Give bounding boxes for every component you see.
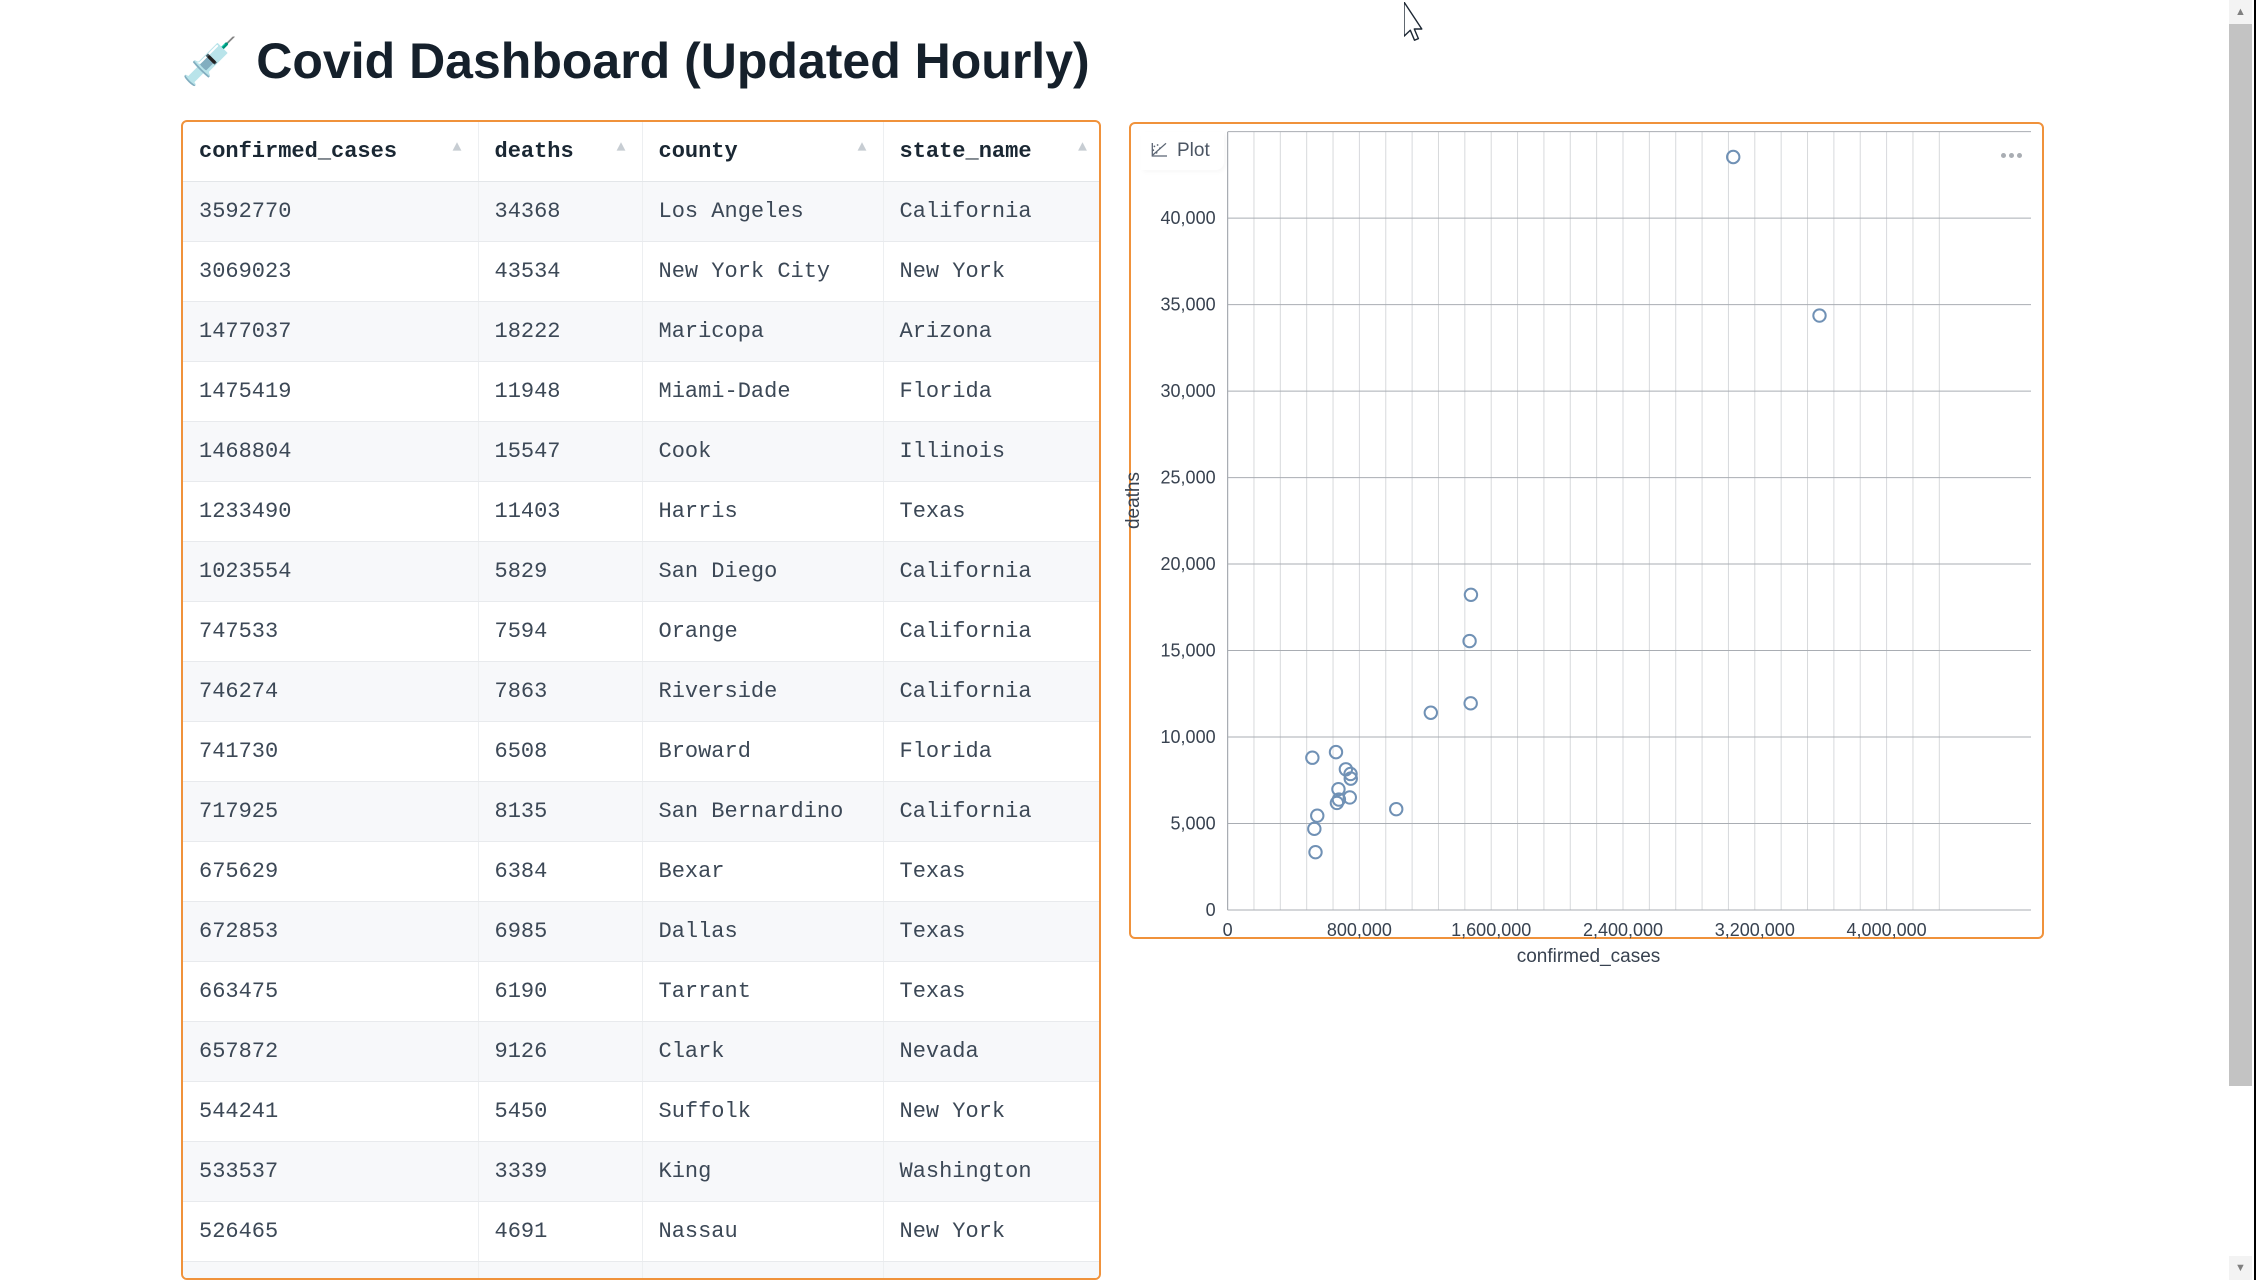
- svg-text:35,000: 35,000: [1161, 295, 1216, 315]
- svg-text:40,000: 40,000: [1161, 208, 1216, 228]
- svg-text:10,000: 10,000: [1161, 727, 1216, 747]
- svg-text:4,000,000: 4,000,000: [1847, 920, 1927, 940]
- svg-text:0: 0: [1206, 900, 1216, 920]
- svg-text:800,000: 800,000: [1327, 920, 1392, 940]
- svg-text:30,000: 30,000: [1161, 381, 1216, 401]
- svg-text:15,000: 15,000: [1161, 641, 1216, 661]
- svg-text:0: 0: [1223, 920, 1233, 940]
- svg-text:25,000: 25,000: [1161, 468, 1216, 488]
- svg-text:3,200,000: 3,200,000: [1715, 920, 1795, 940]
- svg-text:2,400,000: 2,400,000: [1583, 920, 1663, 940]
- svg-text:1,600,000: 1,600,000: [1451, 920, 1531, 940]
- svg-text:20,000: 20,000: [1161, 554, 1216, 574]
- svg-text:5,000: 5,000: [1171, 813, 1216, 833]
